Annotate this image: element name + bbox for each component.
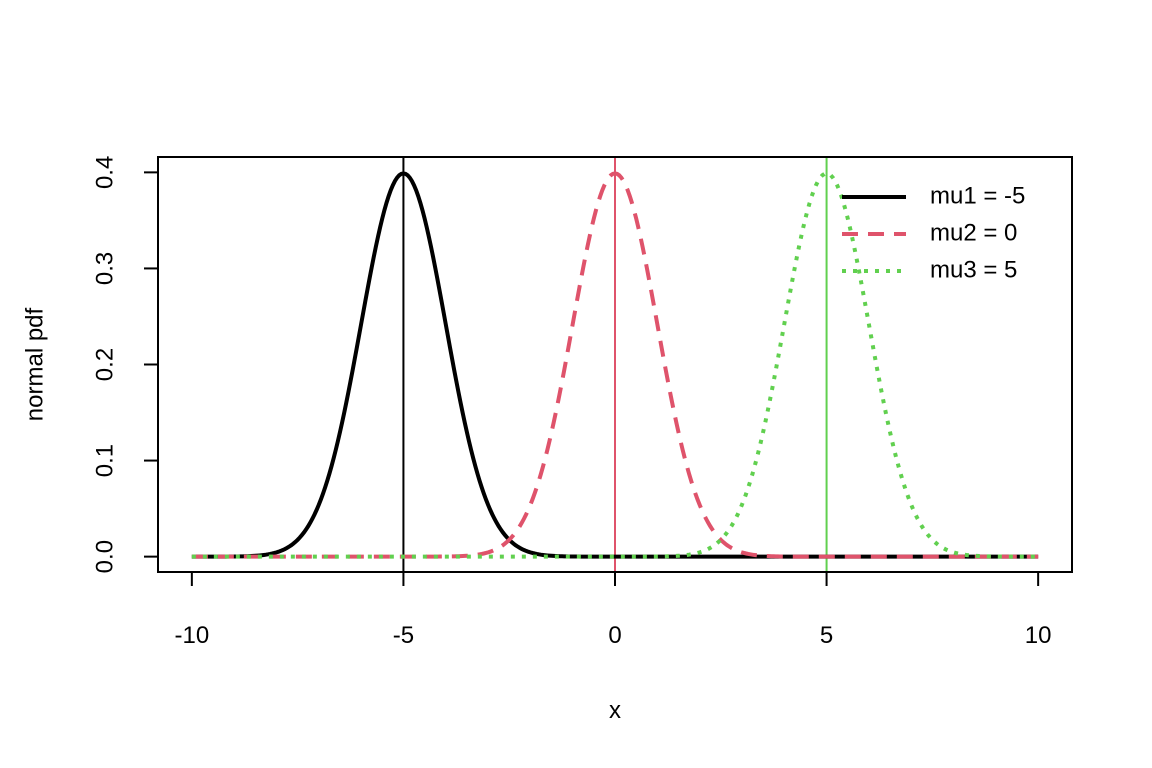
x-tick-label: 5 xyxy=(820,622,833,649)
legend: mu1 = -5 mu2 = 0 mu3 = 5 xyxy=(842,182,1025,283)
y-axis: 0.0 0.1 0.2 0.3 0.4 xyxy=(91,156,159,573)
series-line-2 xyxy=(191,171,1039,559)
x-tick-label: -5 xyxy=(393,622,414,649)
x-tick-label: -10 xyxy=(175,622,210,649)
y-tick-label: 0.2 xyxy=(91,348,118,381)
y-tick-label: 0.4 xyxy=(91,156,118,189)
legend-label-3: mu3 = 5 xyxy=(930,256,1017,283)
legend-label-2: mu2 = 0 xyxy=(930,219,1017,246)
x-tick-label: 0 xyxy=(608,622,621,649)
x-axis-label: x xyxy=(609,697,621,724)
x-tick-label: 10 xyxy=(1025,622,1052,649)
legend-label-1: mu1 = -5 xyxy=(930,182,1025,209)
x-axis: -10 -5 0 5 10 xyxy=(175,571,1052,649)
y-tick-label: 0.3 xyxy=(91,252,118,285)
reference-lines xyxy=(402,157,828,572)
y-tick-label: 0.0 xyxy=(91,540,118,573)
series-group xyxy=(191,171,1039,559)
y-axis-label: normal pdf xyxy=(21,307,48,421)
y-tick-label: 0.1 xyxy=(91,444,118,477)
